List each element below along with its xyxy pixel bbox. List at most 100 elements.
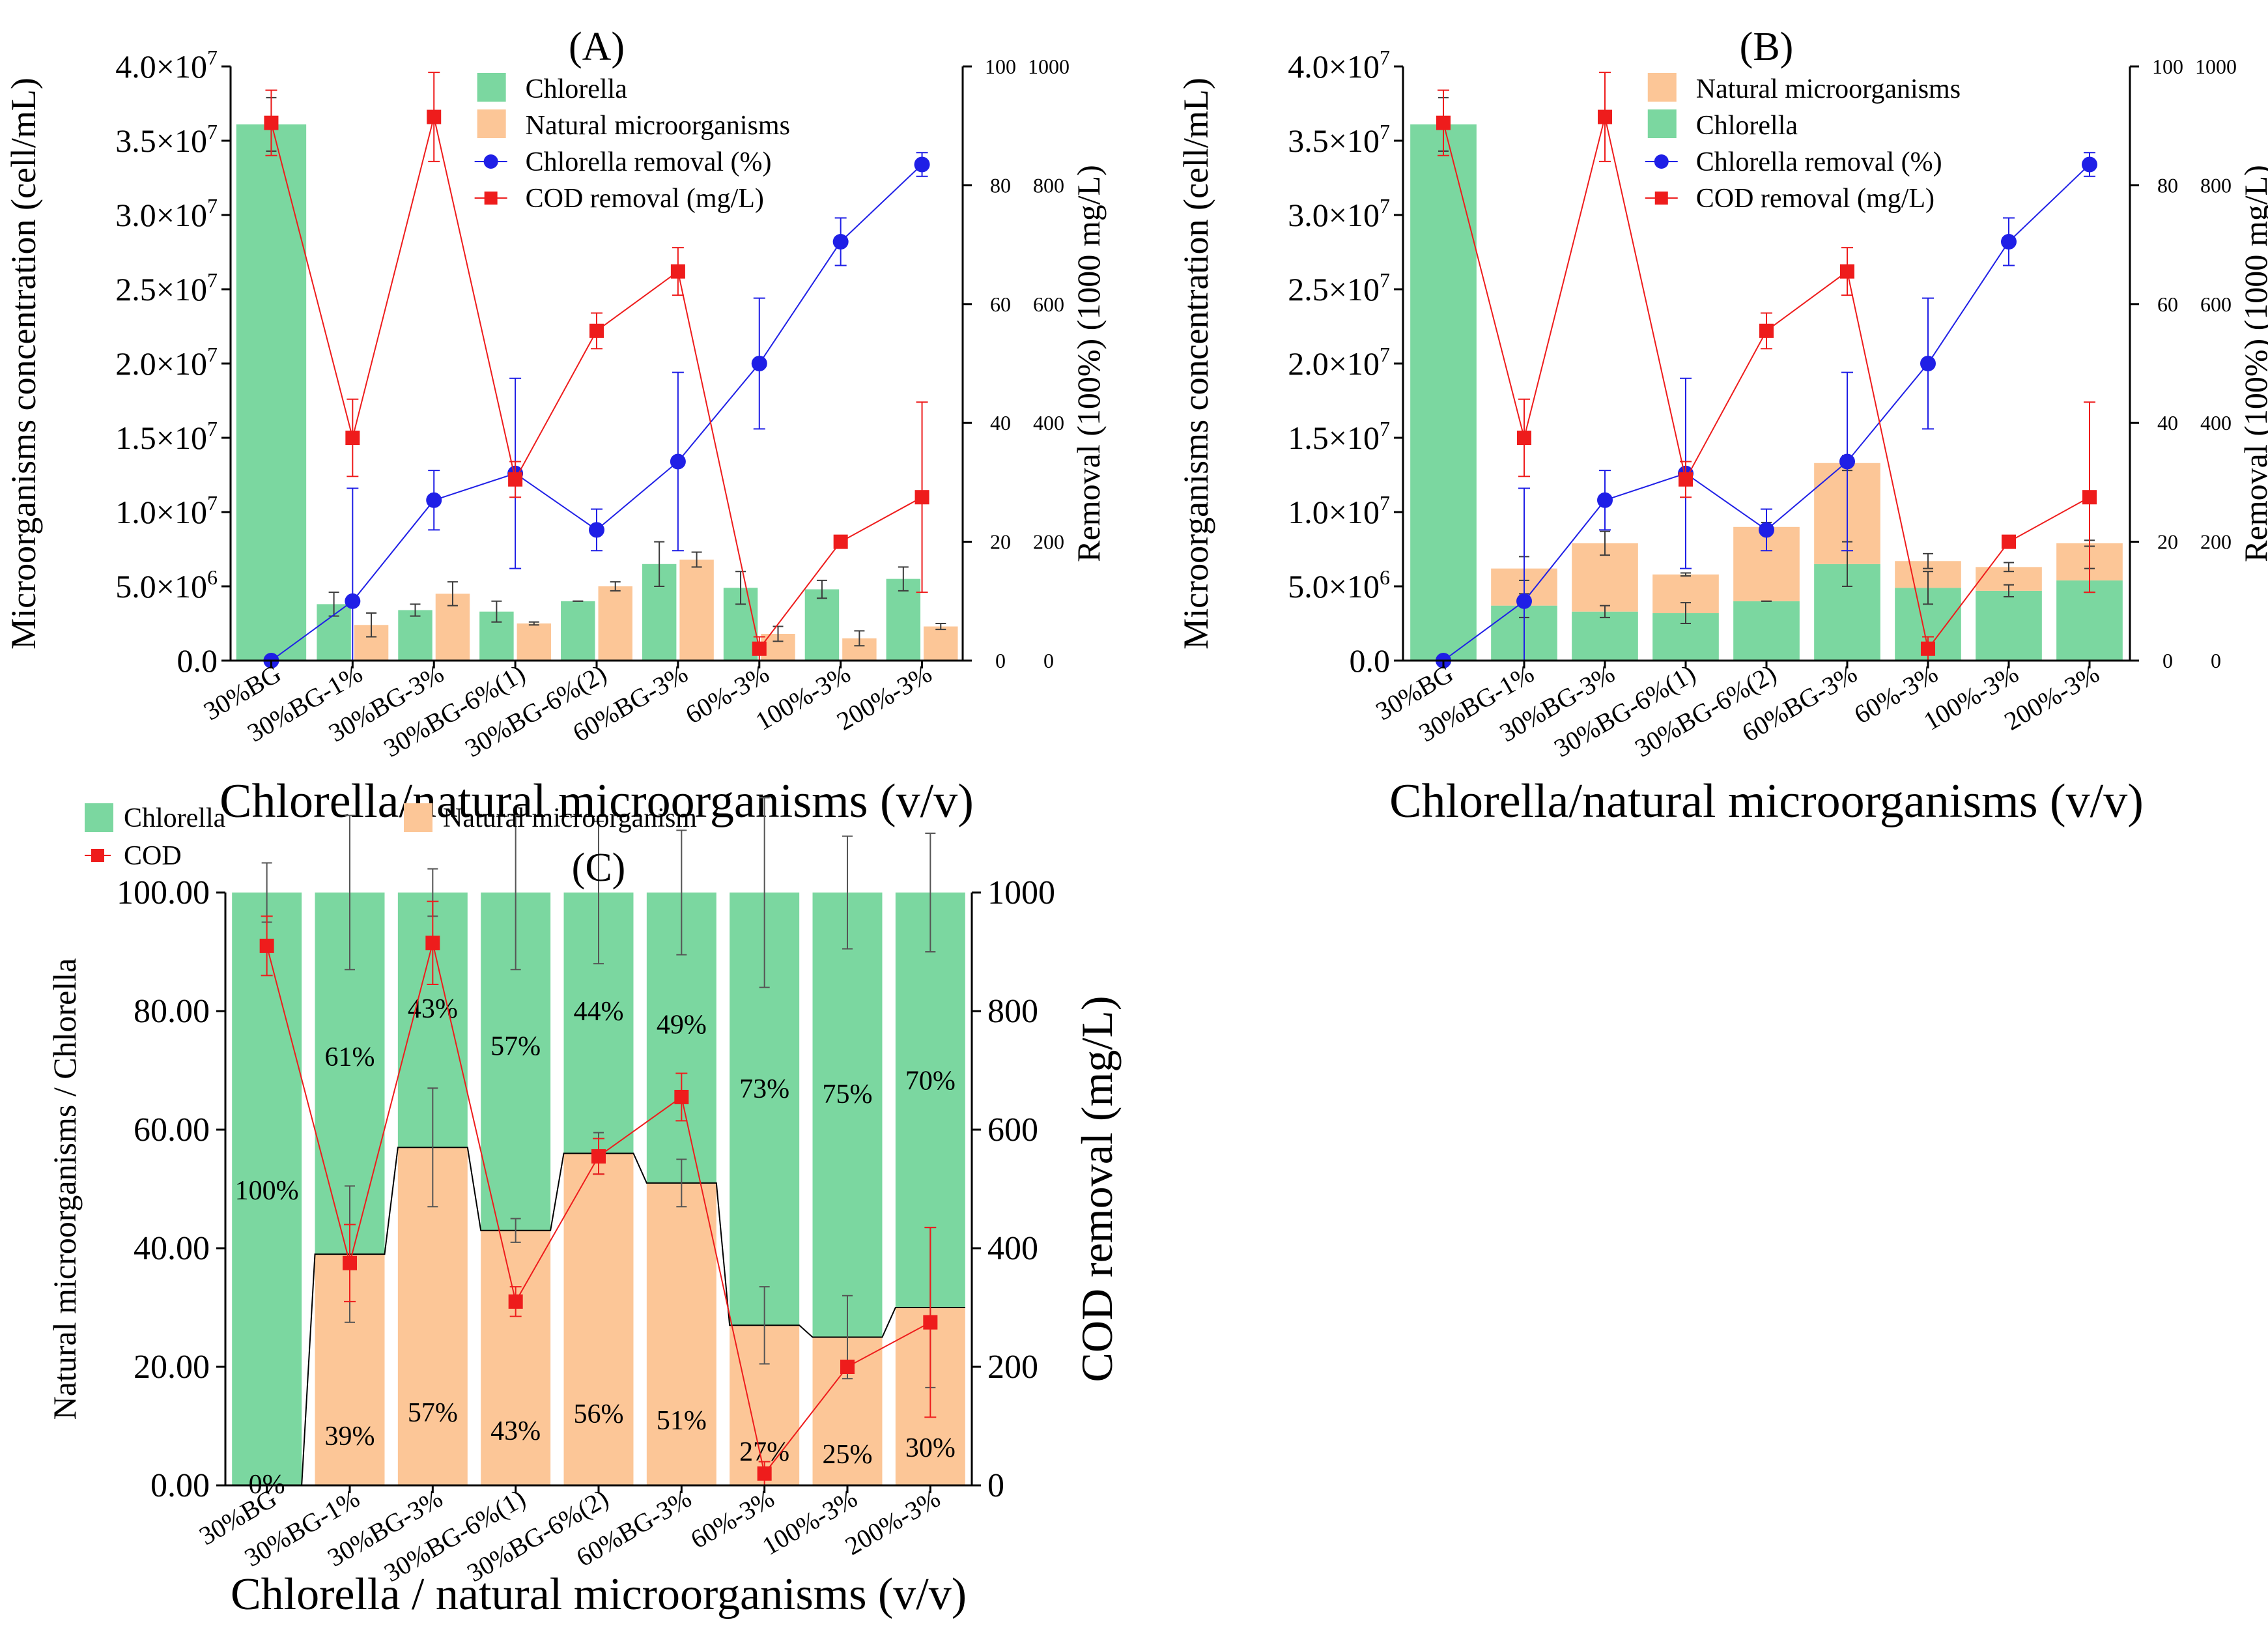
y2-outer-tick-label: 200 [2200,530,2232,554]
legend-item-chlorella-removal: Chlorella removal (%) [474,147,771,177]
y-tick-label: 1.5×107 [115,417,218,456]
y-tick-label: 3.0×107 [115,194,218,233]
label-chlorella-percent: 61% [325,1042,375,1072]
errorbar-natural-60-3 [1923,552,1933,569]
y-tick-label: 20.00 [134,1349,210,1386]
legend-swatch-natural [477,109,506,138]
y2-axis-title: Removal (100%) (1000 mg/L) [2237,165,2268,562]
x-axis-title: Chlorella/natural microorganisms (v/v) [220,775,974,828]
y2-inner-tick-label: 40 [2157,411,2178,435]
y2-tick-label: 600 [987,1111,1038,1149]
axes-B: 0.0 5.0×106 1.0×107 1.5×107 2.0×107 2.5×107 3.… [1176,25,2268,828]
bar-natural-30-bg-6-1 [517,623,552,661]
x-tick-label: 100%-3% [757,1483,862,1561]
bar-natural-30-bg-6-2 [598,586,632,661]
point-chlorella-removal-30-bg-3 [426,492,442,508]
panel-label: (A) [569,25,625,69]
percent-labels: 100%0%61%39%43%57%57%43%44%56%49%51%73%2… [235,994,956,1500]
y2-inner-tick-label: 40 [990,411,1011,435]
errorbar-chlorella-60-bg-3 [654,541,665,587]
y-tick-label: 4.0×107 [115,46,218,85]
axes-C: 0.00 20.00 40.00 60.00 80.00 100.00 0 200 400 600… [46,846,1122,1620]
legend-B: Natural microorganisms Chlorella Chlorella… [1645,73,1961,214]
chart-C: 100%0%61%39%43%57%57%43%44%56%49%51%73%2… [46,797,1122,1620]
errorbar-chlorella-30-bg-6-1 [1680,602,1691,624]
point-chlorella-removal-60-3 [1920,356,1936,371]
point-cod-removal-200-3 [2082,490,2097,505]
bar-chlorella-100-3 [1976,590,2042,661]
y2-inner-tick-label: 0 [2162,649,2173,672]
y-tick-label: 5.0×106 [1288,565,1390,605]
label-chlorella-percent: 70% [905,1066,956,1096]
label-natural-percent: 51% [657,1406,707,1436]
point-cod-removal-60-3 [752,641,767,656]
legend-swatch-natural [1647,73,1677,102]
point-cod-30-bg [259,938,274,953]
point-cod-removal-30-bg-1 [1517,431,1531,445]
y-axis-title: Microorganisms concentration (cell/mL) [1176,78,1215,650]
y2-inner-tick-label: 20 [2157,530,2178,554]
point-cod-removal-30-bg-3 [427,109,442,124]
y2-inner-tick-label: 80 [2157,173,2178,197]
bar-natural-60-bg-3 [646,1182,716,1485]
errorbar-natural-30-bg-6-1 [528,621,539,626]
errorbar-chlorella-30-bg-3 [410,603,421,617]
bar-chlorella-30-bg-6-2 [561,601,595,661]
errorbar-natural-60-bg-3 [676,1158,687,1208]
errorbar-natural-30-bg-6-2 [610,581,621,592]
y2-inner-tick-label: 100 [2152,55,2183,78]
y-tick-label: 4.0×107 [1288,46,1390,85]
y2-outer-tick-label: 0 [1043,649,1054,672]
x-axis-title: Chlorella / natural microorganisms (v/v) [231,1569,967,1620]
y-tick-label: 5.0×106 [115,565,218,605]
bars-B [1410,96,2123,661]
y-tick-label: 2.5×107 [1288,268,1390,307]
bar-chlorella-100-3 [812,893,883,1337]
legend-label: Natural microorganisms [1696,74,1961,104]
point-cod-removal-60-bg-3 [670,264,685,279]
errorbar-chlorella-30-bg-6-2 [593,820,604,965]
label-chlorella-percent: 100% [235,1176,299,1206]
legend-swatch-chlorella [477,73,506,102]
label-natural-percent: 57% [408,1398,458,1428]
point-chlorella-removal-30-bg-6-2 [589,522,604,538]
legend-swatch-chlorella [1647,109,1677,138]
label-chlorella-percent: 44% [574,997,624,1027]
y2-inner-tick-label: 100 [985,55,1016,78]
y2-axis-title: COD removal (mg/L) [1072,996,1122,1382]
y2-tick-label: 400 [987,1230,1038,1267]
errorbar-natural-60-bg-3 [691,551,702,568]
point-cod-removal-30-bg-6-2 [1759,323,1774,338]
bar-chlorella-30-bg [1410,124,1477,661]
errorbar-natural-30-bg-6-1 [510,1218,521,1243]
point-cod-removal-30-bg [264,115,279,130]
point-cod-200-3 [923,1315,938,1330]
errorbar-chlorella-30-bg-6-1 [510,814,521,971]
y-tick-label: 2.0×107 [1288,343,1390,382]
bar-chlorella-100-3 [804,589,840,661]
legend-item-cod-removal-mg-l: COD removal (mg/L) [474,184,764,214]
label-natural-percent: 39% [325,1422,375,1451]
bar-natural-200-3 [924,626,958,661]
errorbar-natural-60-3 [759,1286,770,1365]
y-axis-title: Natural microorganisms / Chlorella [46,958,83,1420]
errorbar-natural-30-bg-1 [366,612,377,638]
point-chlorella-removal-30-bg-3 [1597,492,1613,508]
legend-label: Chlorella [124,803,226,833]
errorbar-natural-30-bg-3 [1600,530,1610,556]
legend-marker-cod [91,849,104,862]
point-chlorella-removal-30-bg-1 [1516,593,1532,609]
point-cod-removal-100-3 [833,534,848,549]
y2-axis-title: Removal (100%) (1000 mg/L) [1070,165,1107,562]
label-natural-percent: 25% [823,1440,873,1470]
bar-natural-60-bg-3 [679,559,714,661]
line-chlorella-removal [270,164,923,661]
y-tick-label: 40.00 [134,1230,210,1267]
point-chlorella-removal-30-bg-1 [345,593,361,609]
point-cod-removal-60-bg-3 [1840,264,1854,279]
y2-inner-tick-label: 60 [990,293,1011,316]
y2-tick-label: 1000 [987,874,1055,911]
errorbar-natural-100-3 [2004,562,2014,573]
